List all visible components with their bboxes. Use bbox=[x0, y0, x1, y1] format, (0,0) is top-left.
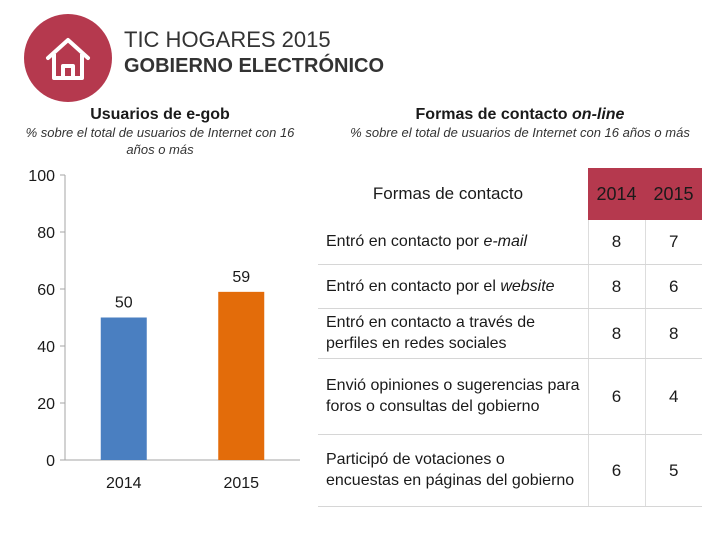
row-label: Entró en contacto a través de perfiles e… bbox=[318, 308, 589, 359]
row-label-text: Entró en contacto por bbox=[326, 233, 484, 251]
x-category-label: 2015 bbox=[223, 475, 259, 492]
bar-2015 bbox=[218, 291, 265, 460]
row-label-text: Envió opiniones o sugerencias para foros… bbox=[326, 377, 580, 415]
bar-2014 bbox=[100, 317, 147, 460]
bar-value-label: 50 bbox=[115, 295, 133, 312]
row-label: Entró en contacto por el website bbox=[318, 264, 589, 309]
value-2015: 5 bbox=[645, 434, 702, 507]
y-tick-label: 20 bbox=[37, 396, 55, 413]
table-header-2015: 2015 bbox=[645, 168, 702, 220]
value-2014: 8 bbox=[588, 264, 646, 309]
bar-value-label: 59 bbox=[232, 269, 250, 286]
row-label-text: Entró en contacto por el bbox=[326, 277, 501, 295]
y-tick-label: 80 bbox=[37, 225, 55, 242]
y-tick-label: 60 bbox=[37, 282, 55, 299]
chart-title: Usuarios de e-gob bbox=[90, 106, 230, 123]
x-category-label: 2014 bbox=[106, 475, 142, 492]
value-2015: 6 bbox=[645, 264, 702, 309]
row-label: Participó de votaciones o encuestas en p… bbox=[318, 434, 589, 507]
value-2015: 8 bbox=[645, 308, 702, 359]
page-subtitle: GOBIERNO ELECTRÓNICO bbox=[124, 55, 385, 77]
y-tick-label: 0 bbox=[46, 453, 55, 470]
table-title-prefix: Formas de contacto bbox=[415, 106, 573, 123]
row-label: Entró en contacto por e-mail bbox=[318, 220, 589, 265]
table-subtitle: % sobre el total de usuarios de Internet… bbox=[350, 125, 690, 140]
table-row: Envió opiniones o sugerencias para foros… bbox=[318, 358, 702, 435]
table-row: Entró en contacto por el website 8 6 bbox=[318, 264, 702, 309]
y-tick-label: 40 bbox=[37, 339, 55, 356]
y-axis-ticks: 0 20 40 60 80 100 bbox=[28, 168, 65, 470]
value-2014: 6 bbox=[588, 358, 646, 435]
chart-subtitle: % sobre el total de usuarios de Internet… bbox=[25, 125, 295, 157]
value-2014: 8 bbox=[588, 220, 646, 265]
table-header-label: Formas de contacto bbox=[372, 184, 524, 203]
page-title: TIC HOGARES 2015 bbox=[124, 27, 331, 52]
house-logo bbox=[24, 14, 112, 102]
value-2015: 7 bbox=[645, 220, 702, 265]
table-header-2014: 2014 bbox=[588, 168, 645, 220]
bars bbox=[100, 291, 265, 460]
value-2015: 4 bbox=[645, 358, 702, 435]
table-title-emphasis: on-line bbox=[572, 106, 625, 123]
house-icon bbox=[46, 38, 90, 80]
row-label: Envió opiniones o sugerencias para foros… bbox=[318, 358, 589, 435]
row-label-emphasis: e-mail bbox=[483, 233, 527, 251]
table-row: Entró en contacto a través de perfiles e… bbox=[318, 308, 702, 359]
y-tick-label: 100 bbox=[28, 168, 55, 185]
value-2014: 6 bbox=[588, 434, 646, 507]
bar-chart: 0 20 40 60 80 100 50 2014 59 2015 bbox=[28, 168, 300, 492]
row-label-text: Entró en contacto a través de perfiles e… bbox=[326, 314, 536, 352]
table-row: Participó de votaciones o encuestas en p… bbox=[318, 434, 702, 507]
table-row: Entró en contacto por e-mail 8 7 bbox=[318, 220, 702, 265]
row-label-emphasis: website bbox=[500, 277, 555, 295]
row-label-text: Participó de votaciones o encuestas en p… bbox=[326, 451, 575, 489]
value-2014: 8 bbox=[588, 308, 646, 359]
table-title: Formas de contacto on-line bbox=[320, 106, 720, 124]
bar-labels: 50 2014 59 2015 bbox=[106, 269, 259, 492]
contact-forms-table: Formas de contacto 2014 2015 Entró en co… bbox=[318, 168, 702, 507]
